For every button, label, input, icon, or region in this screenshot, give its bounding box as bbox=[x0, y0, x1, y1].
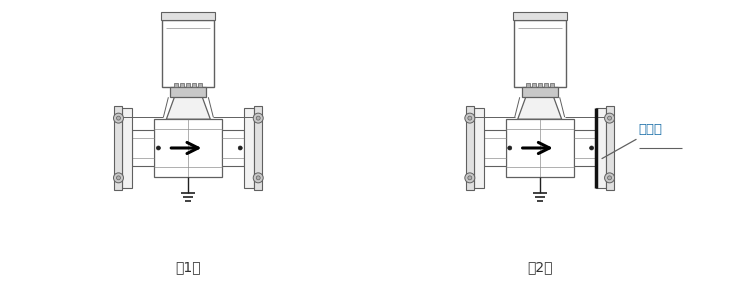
Circle shape bbox=[465, 173, 475, 183]
Bar bbox=[154, 119, 222, 177]
Bar bbox=[538, 83, 542, 87]
Bar bbox=[550, 83, 554, 87]
Bar bbox=[161, 12, 215, 20]
Bar bbox=[222, 130, 245, 166]
Circle shape bbox=[157, 146, 160, 150]
Bar bbox=[174, 83, 178, 87]
Bar bbox=[192, 83, 196, 87]
Circle shape bbox=[465, 113, 475, 123]
Polygon shape bbox=[166, 97, 210, 119]
Circle shape bbox=[256, 176, 260, 180]
Bar bbox=[180, 83, 184, 87]
Circle shape bbox=[604, 173, 614, 183]
Circle shape bbox=[608, 176, 611, 180]
Polygon shape bbox=[518, 97, 562, 119]
Circle shape bbox=[254, 173, 263, 183]
Bar bbox=[254, 106, 262, 190]
Circle shape bbox=[604, 113, 614, 123]
Circle shape bbox=[116, 176, 121, 180]
Circle shape bbox=[113, 173, 124, 183]
Bar bbox=[122, 108, 133, 188]
Bar bbox=[244, 108, 254, 188]
Circle shape bbox=[116, 116, 121, 120]
Bar bbox=[596, 108, 605, 188]
Bar bbox=[186, 83, 190, 87]
Circle shape bbox=[113, 113, 124, 123]
Circle shape bbox=[238, 146, 242, 150]
Circle shape bbox=[468, 176, 472, 180]
Circle shape bbox=[468, 116, 472, 120]
Text: 接地环: 接地环 bbox=[638, 123, 662, 136]
Circle shape bbox=[508, 146, 512, 150]
Bar bbox=[526, 83, 530, 87]
Text: （1）: （1） bbox=[176, 260, 201, 274]
Bar bbox=[532, 83, 536, 87]
Bar bbox=[506, 119, 574, 177]
Bar bbox=[605, 106, 613, 190]
Bar bbox=[133, 130, 154, 166]
Bar bbox=[513, 12, 567, 20]
Bar bbox=[163, 20, 214, 87]
Circle shape bbox=[608, 116, 611, 120]
Circle shape bbox=[590, 146, 593, 150]
Bar bbox=[544, 83, 548, 87]
Bar bbox=[198, 83, 202, 87]
Bar bbox=[484, 130, 506, 166]
Text: （2）: （2） bbox=[527, 260, 553, 274]
Bar bbox=[574, 130, 596, 166]
Circle shape bbox=[254, 113, 263, 123]
Bar bbox=[466, 106, 474, 190]
Circle shape bbox=[256, 116, 260, 120]
Bar bbox=[522, 87, 558, 97]
Bar bbox=[170, 87, 206, 97]
Bar bbox=[474, 108, 484, 188]
Bar bbox=[514, 20, 566, 87]
Bar bbox=[115, 106, 122, 190]
